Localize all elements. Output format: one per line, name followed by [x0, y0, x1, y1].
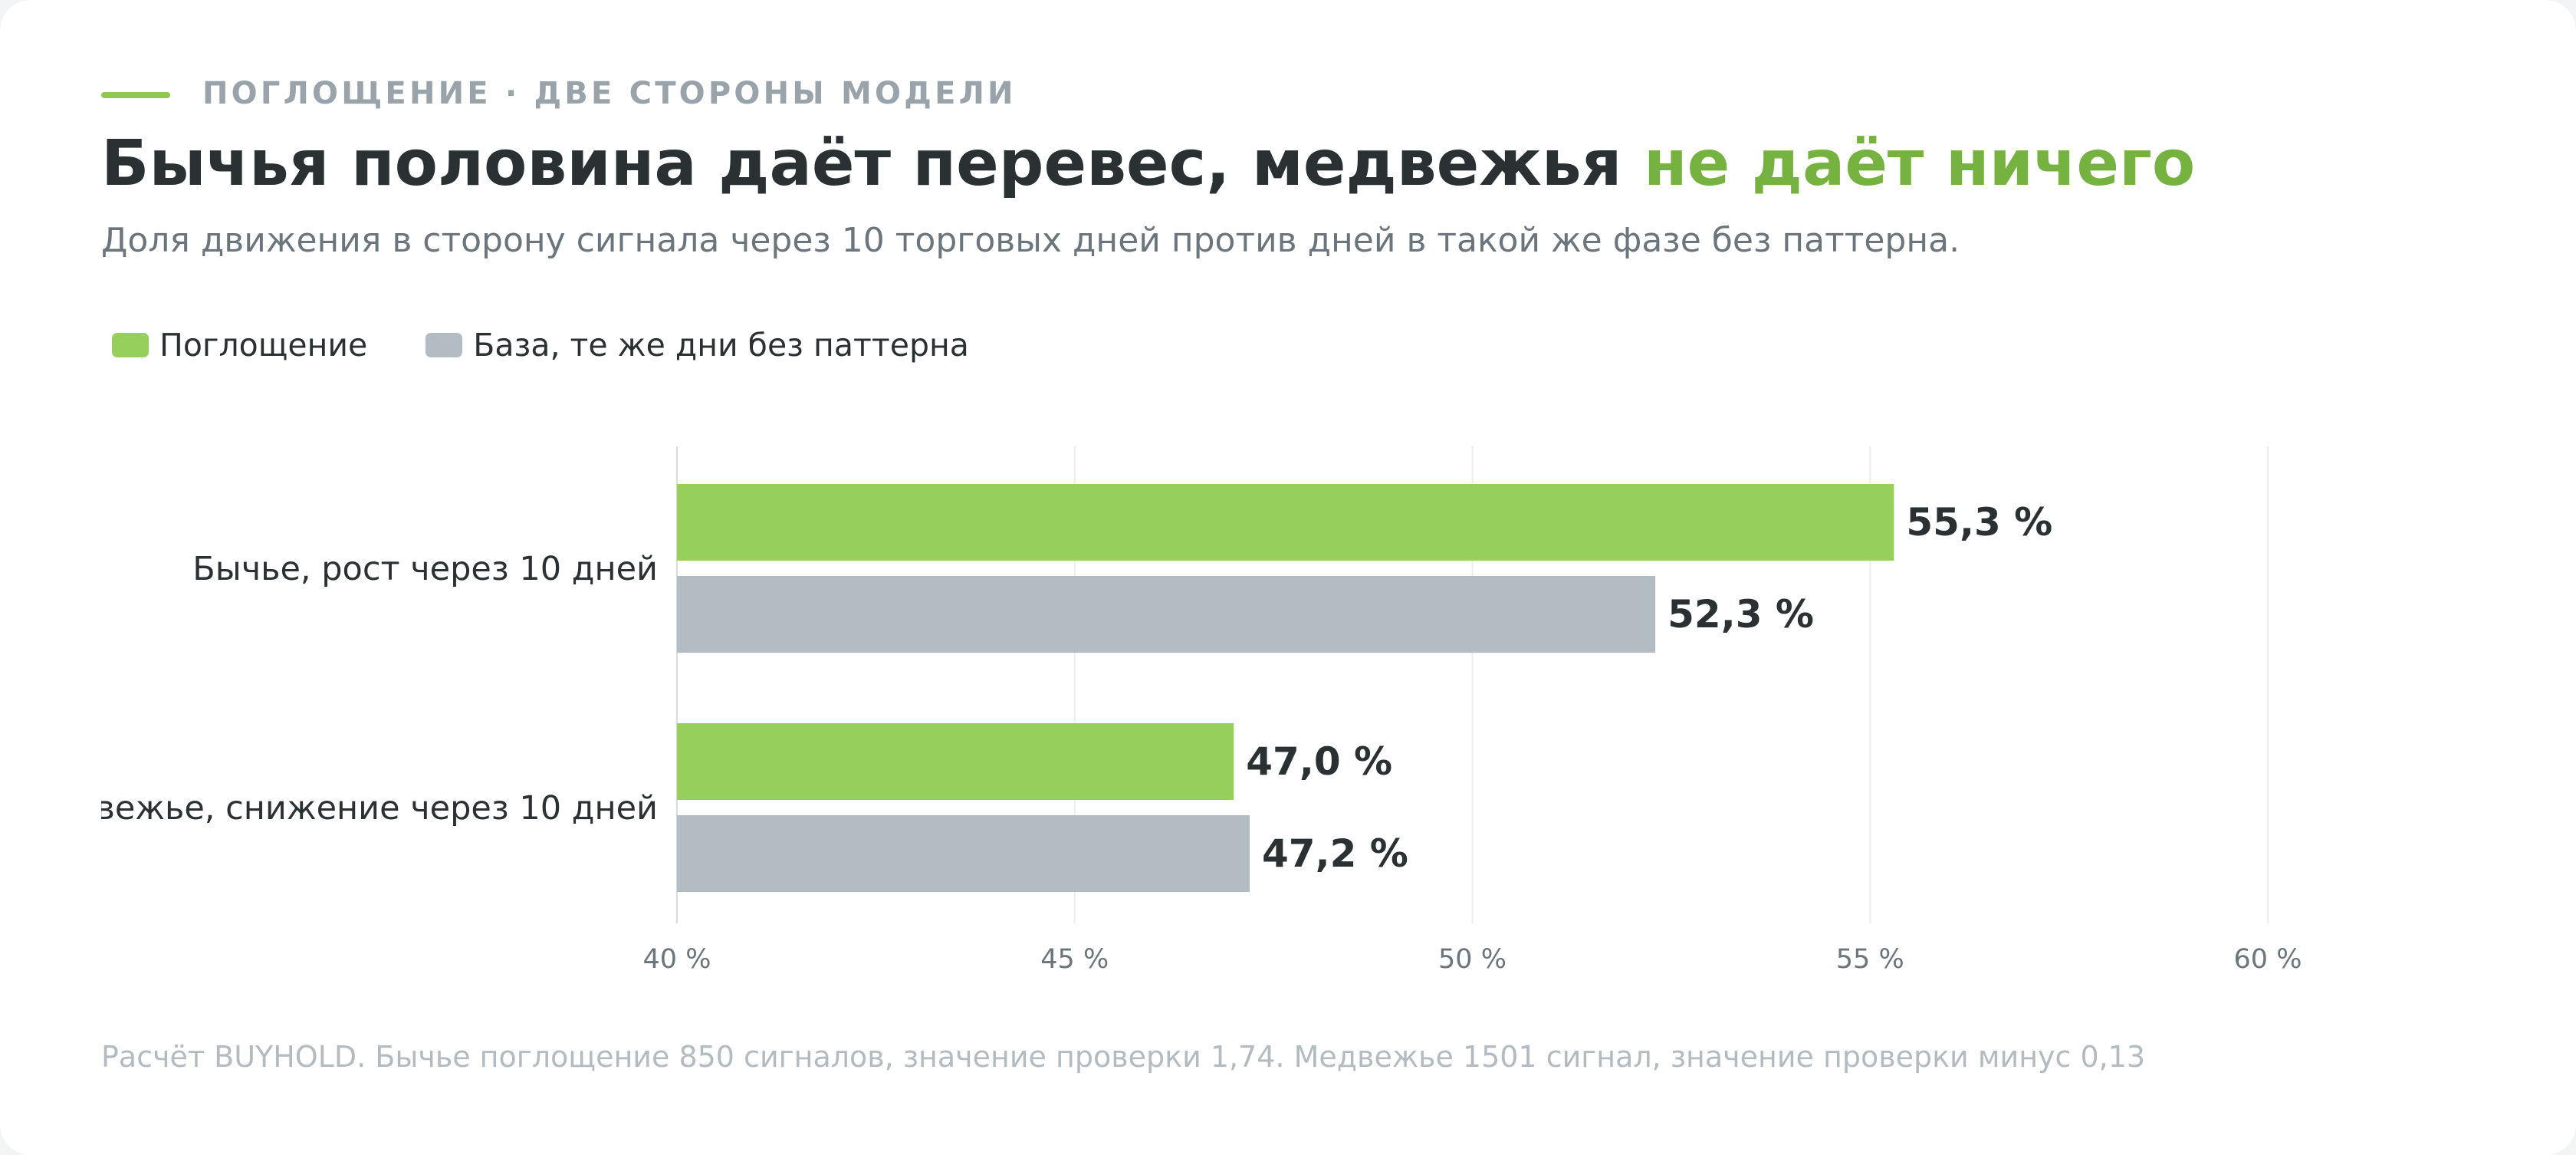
chart-title-accent: не даёт ничего	[1643, 127, 2196, 200]
value-labels: 55,3 % 52,3 % 47,0 % 47,2 %	[1246, 500, 2052, 876]
bar-pattern	[677, 484, 1894, 561]
category-labels: Бычье, рост через 10 дней Медвежье, сниже…	[24, 550, 658, 828]
chart-subtitle: Доля движения в сторону сигнала через 10…	[101, 221, 1960, 260]
x-axis-ticks: 40 % 45 % 50 % 55 % 60 %	[643, 944, 2302, 975]
bar-base	[677, 815, 1250, 892]
legend-item-base: База, те же дни без паттерна	[426, 324, 969, 367]
chart-title-main: Бычья половина даёт перевес, медвежья	[101, 127, 1644, 200]
bar-value-label: 55,3 %	[1906, 500, 2052, 545]
chart-title: Бычья половина даёт перевес, медвежья не…	[101, 123, 2195, 206]
bar-chart: 55,3 % 52,3 % 47,0 % 47,2 % Бычье, рост чер…	[24, 446, 2302, 975]
x-tick-label: 50 %	[1438, 944, 1506, 975]
bars	[677, 484, 1894, 892]
x-tick-label: 60 %	[2234, 944, 2302, 975]
x-tick-label: 45 %	[1040, 944, 1109, 975]
category-label: Медвежье, снижение через 10 дней	[24, 789, 658, 828]
bar-pattern	[677, 723, 1234, 800]
category-label: Бычье, рост через 10 дней	[192, 550, 658, 588]
bar-value-label: 52,3 %	[1668, 592, 1814, 637]
bar-base	[677, 576, 1656, 653]
legend-swatch-pattern	[112, 333, 149, 357]
legend-label-pattern: Поглощение	[159, 327, 368, 364]
eyebrow-label: ПОГЛОЩЕНИЕ · ДВЕ СТОРОНЫ МОДЕЛИ	[202, 76, 1017, 111]
footnote: Расчёт BUYHOLD. Бычье поглощение 850 сиг…	[101, 1040, 2146, 1074]
bar-value-label: 47,0 %	[1246, 739, 1392, 784]
legend: Поглощение База, те же дни без паттерна	[112, 324, 1027, 367]
bar-value-label: 47,2 %	[1262, 831, 1408, 876]
x-tick-label: 40 %	[643, 944, 711, 975]
eyebrow-accent-line	[101, 92, 170, 98]
legend-swatch-base	[426, 333, 463, 357]
legend-item-pattern: Поглощение	[112, 324, 367, 367]
legend-label-base: База, те же дни без паттерна	[473, 327, 969, 364]
x-tick-label: 55 %	[1836, 944, 1904, 975]
